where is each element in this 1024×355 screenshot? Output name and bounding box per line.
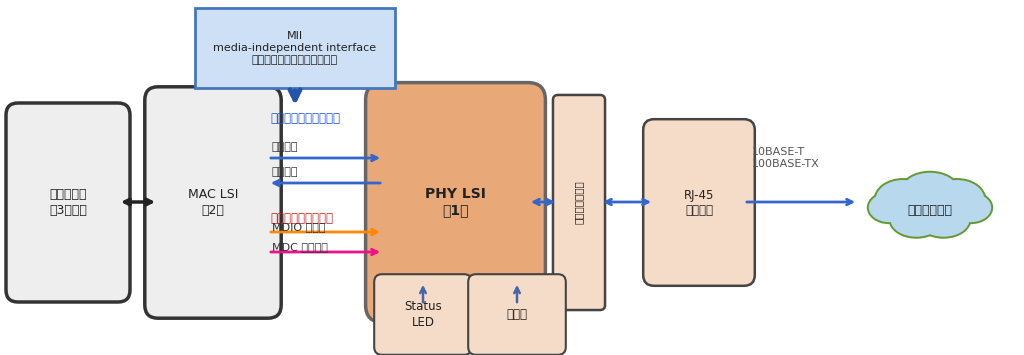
Text: データインタフェース: データインタフェース <box>270 112 340 125</box>
Text: MAC LSI
第2層: MAC LSI 第2層 <box>187 189 239 217</box>
Ellipse shape <box>868 193 909 222</box>
Text: ネットワーク: ネットワーク <box>907 203 952 217</box>
Ellipse shape <box>948 191 993 224</box>
FancyBboxPatch shape <box>553 95 605 310</box>
Ellipse shape <box>873 178 932 222</box>
Text: RJ-45
コネクタ: RJ-45 コネクタ <box>684 189 714 217</box>
Ellipse shape <box>889 201 944 239</box>
Ellipse shape <box>918 202 970 237</box>
Ellipse shape <box>876 180 930 219</box>
Ellipse shape <box>930 180 984 219</box>
Text: MDIO データ: MDIO データ <box>272 222 326 232</box>
FancyBboxPatch shape <box>195 8 395 88</box>
Ellipse shape <box>893 176 968 234</box>
Text: 受信信号: 受信信号 <box>272 167 299 177</box>
Text: 10BASE-T
100BASE-TX: 10BASE-T 100BASE-TX <box>752 147 820 169</box>
FancyBboxPatch shape <box>468 274 566 355</box>
Ellipse shape <box>891 174 970 236</box>
Text: プロセッサ
第3層以上: プロセッサ 第3層以上 <box>49 189 87 217</box>
Ellipse shape <box>950 193 991 222</box>
FancyBboxPatch shape <box>643 119 755 286</box>
Text: Status
LED: Status LED <box>404 300 442 328</box>
Ellipse shape <box>901 171 959 208</box>
Ellipse shape <box>903 173 957 206</box>
FancyBboxPatch shape <box>374 274 472 355</box>
Ellipse shape <box>915 201 972 239</box>
Ellipse shape <box>928 178 986 222</box>
Ellipse shape <box>866 191 911 224</box>
Text: MDC クロック: MDC クロック <box>272 242 328 252</box>
Text: パルストランス: パルストランス <box>574 181 584 224</box>
Text: 管理インタフェース: 管理インタフェース <box>270 212 333 225</box>
Text: MII
media-independent interface
（媒体独立インタフェース）: MII media-independent interface （媒体独立インタ… <box>213 31 377 65</box>
FancyBboxPatch shape <box>6 103 130 302</box>
FancyBboxPatch shape <box>144 87 282 318</box>
Text: 発信器: 発信器 <box>507 308 527 321</box>
Text: PHY LSI
第1層: PHY LSI 第1層 <box>425 187 486 218</box>
Ellipse shape <box>891 202 942 237</box>
Text: 送信信号: 送信信号 <box>272 142 299 152</box>
FancyBboxPatch shape <box>366 83 546 322</box>
